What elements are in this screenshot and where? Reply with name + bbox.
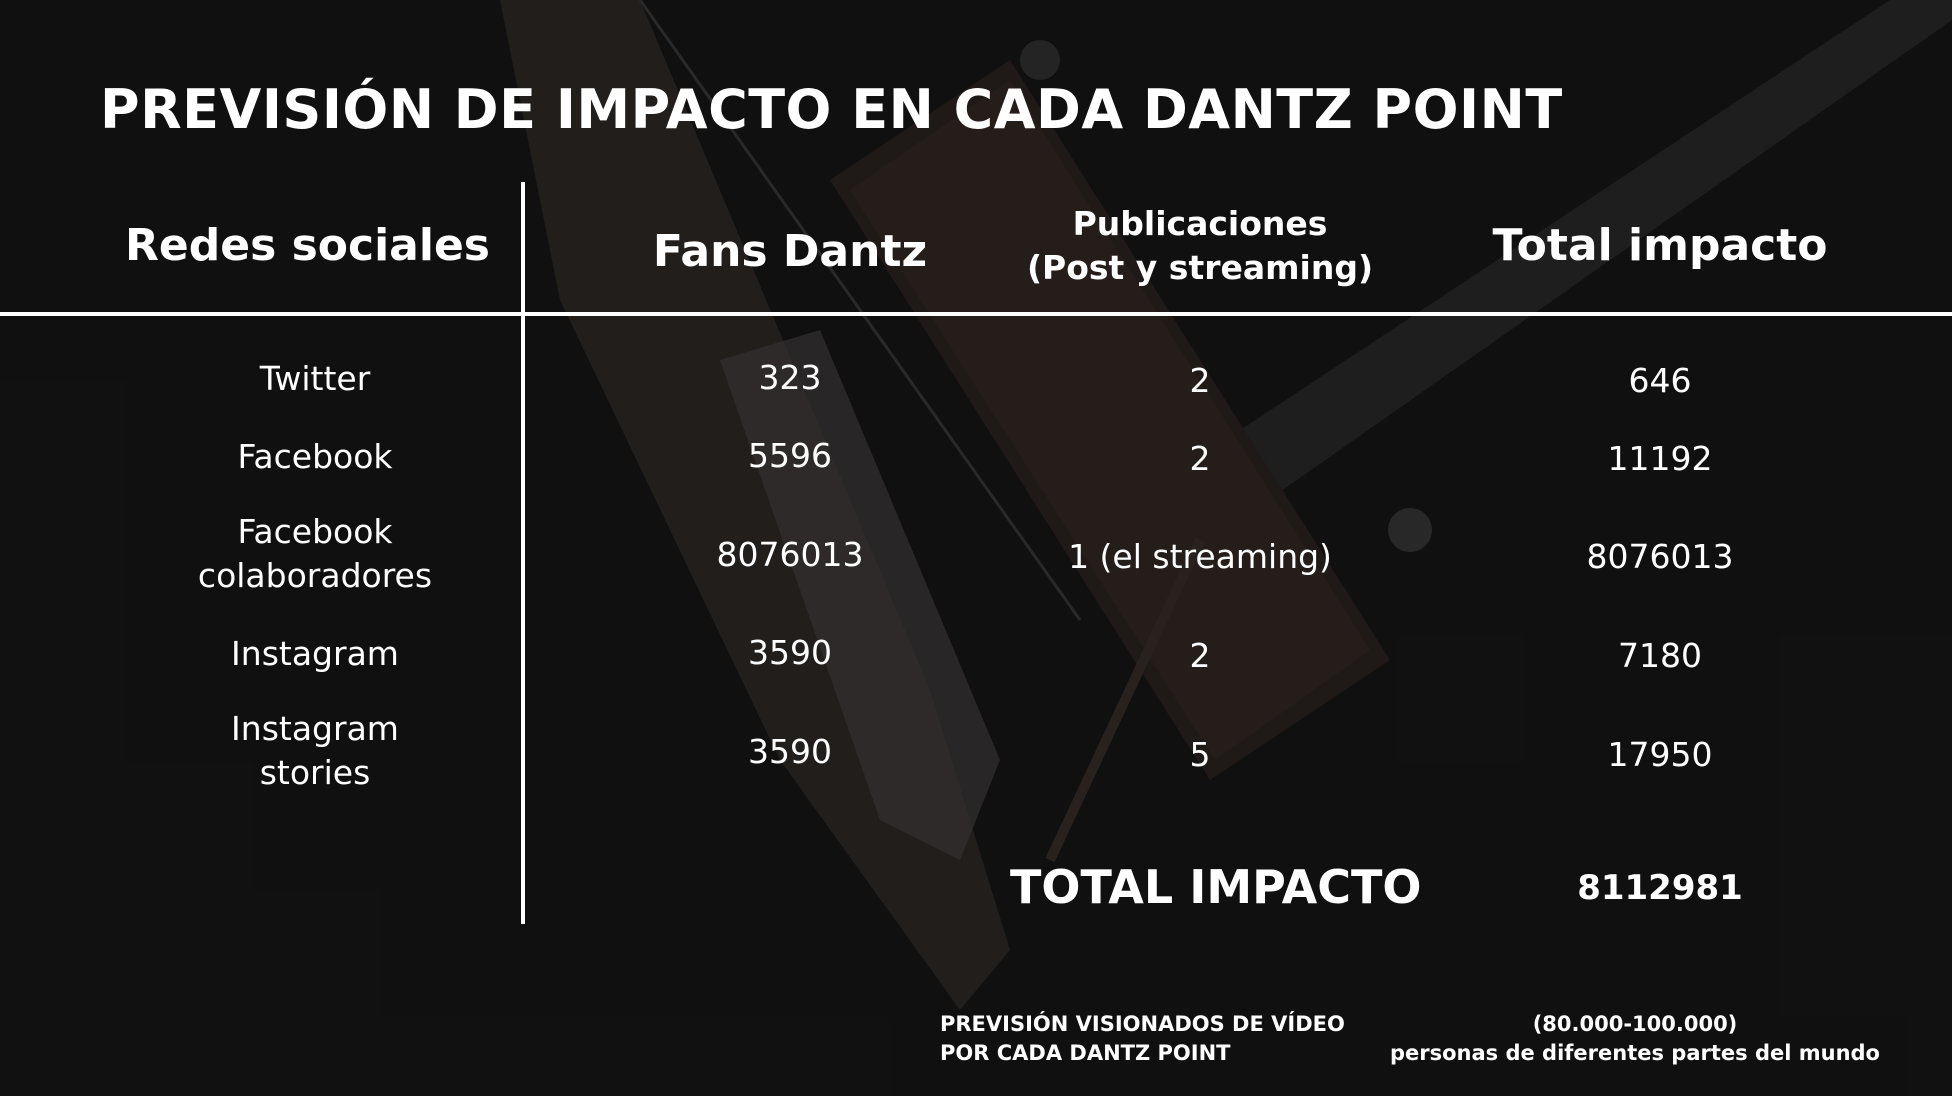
row-facebook-colaboradores-line2: colaboradores (197, 556, 433, 595)
header-publicaciones-line1: Publicaciones (1072, 204, 1328, 243)
row-instagram-stories-fans: 3590 (748, 732, 832, 771)
row-facebook-total: 11192 (1607, 439, 1713, 478)
header-redes-sociales: Redes sociales (125, 220, 490, 271)
column-divider (521, 182, 525, 924)
footer-prevision-line1: PREVISIÓN VISIONADOS DE VÍDEO (940, 1012, 1345, 1036)
header-publicaciones: Publicaciones (Post y streaming) (1000, 202, 1400, 290)
row-facebook-network: Facebook (237, 437, 393, 476)
row-instagram-network: Instagram (231, 634, 399, 673)
row-instagram-publicaciones: 2 (1189, 636, 1211, 675)
header-divider (0, 312, 1952, 316)
total-impacto-label: TOTAL IMPACTO (1010, 860, 1422, 914)
row-instagram-stories-publicaciones: 5 (1189, 735, 1211, 774)
row-twitter-total: 646 (1628, 361, 1692, 400)
row-facebook-publicaciones: 2 (1189, 439, 1211, 478)
row-facebook-colaboradores-total: 8076013 (1586, 537, 1734, 576)
row-facebook-colaboradores-line1: Facebook (237, 512, 393, 551)
row-facebook-colaboradores-fans: 8076013 (716, 535, 864, 574)
row-twitter-network: Twitter (259, 359, 371, 398)
row-twitter-publicaciones: 2 (1189, 361, 1211, 400)
footer-audience-range: (80.000-100.000) (1532, 1012, 1738, 1036)
page-title: PREVISIÓN DE IMPACTO EN CADA DANTZ POINT (100, 78, 1563, 141)
row-instagram-stories-line2: stories (259, 753, 371, 792)
row-instagram-stories-line1: Instagram (231, 709, 399, 748)
row-facebook-colaboradores-publicaciones: 1 (el streaming) (1068, 537, 1332, 576)
row-instagram-fans: 3590 (748, 633, 832, 672)
footer-audience-description: personas de diferentes partes del mundo (1389, 1041, 1880, 1065)
row-instagram-stories-network: Instagram stories (140, 707, 490, 795)
row-instagram-total: 7180 (1618, 636, 1702, 675)
footer-prevision-line2: POR CADA DANTZ POINT (940, 1041, 1231, 1065)
footer-prevision: PREVISIÓN VISIONADOS DE VÍDEO POR CADA D… (940, 1010, 1345, 1068)
row-facebook-colaboradores-network: Facebook colaboradores (140, 510, 490, 598)
row-twitter-fans: 323 (758, 358, 822, 397)
header-total-impacto: Total impacto (1492, 220, 1828, 271)
header-publicaciones-line2: (Post y streaming) (1026, 248, 1374, 287)
row-facebook-fans: 5596 (748, 436, 832, 475)
header-fans-dantz: Fans Dantz (652, 226, 928, 277)
footer-audience: (80.000-100.000) personas de diferentes … (1380, 1010, 1890, 1068)
row-instagram-stories-total: 17950 (1607, 735, 1713, 774)
total-impacto-value: 8112981 (1577, 868, 1743, 908)
